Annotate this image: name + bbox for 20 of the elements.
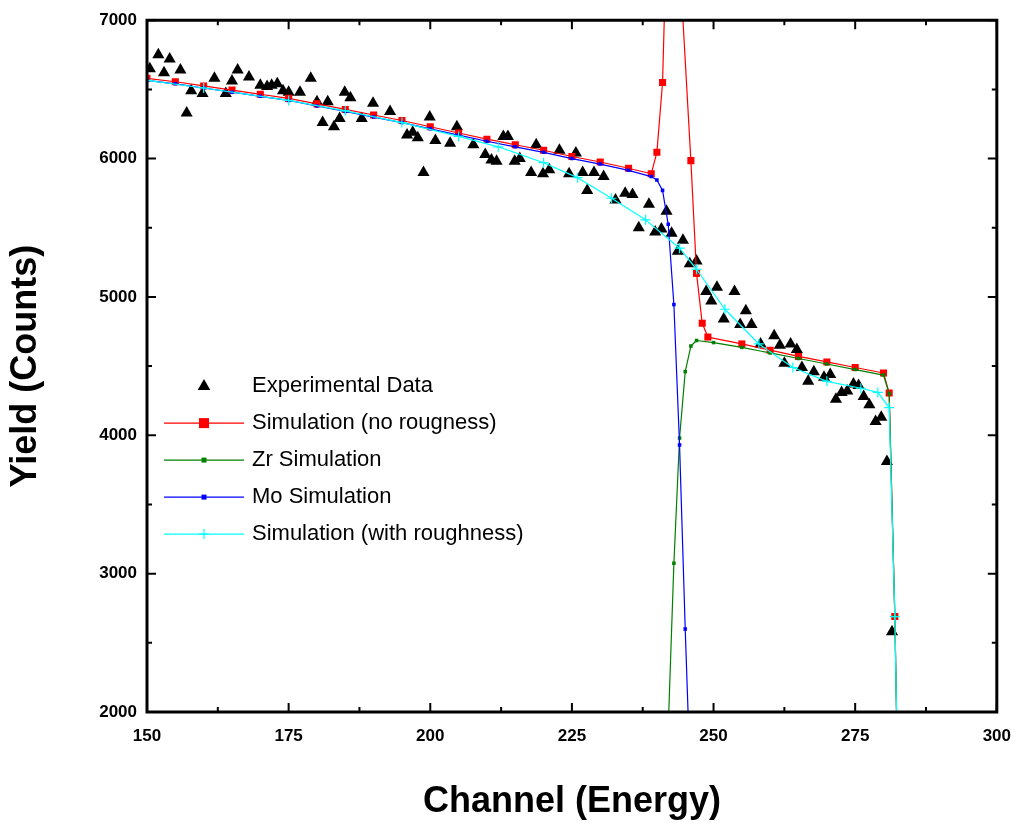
x-tick-label: 250 <box>699 725 728 745</box>
y-tick-label: 5000 <box>99 286 137 306</box>
y-axis-title: Yield (Counts) <box>2 244 44 488</box>
legend-label: Zr Simulation <box>252 446 382 472</box>
y-tick-label: 7000 <box>99 9 137 29</box>
y-tick-label: 2000 <box>99 701 137 721</box>
x-tick-label: 300 <box>982 725 1012 745</box>
x-tick-label: 200 <box>416 725 445 745</box>
y-tick-label: 4000 <box>99 424 137 444</box>
legend-label: Simulation (with roughness) <box>252 520 524 546</box>
x-tick-label: 150 <box>132 725 162 745</box>
y-tick-label: 6000 <box>99 148 137 168</box>
x-tick-label: 175 <box>274 725 303 745</box>
x-tick-label: 275 <box>840 725 870 745</box>
legend-label: Simulation (no rougness) <box>252 409 497 435</box>
legend-label: Mo Simulation <box>252 483 392 509</box>
x-tick-label: 225 <box>557 725 587 745</box>
legend-label: Experimental Data <box>252 372 434 398</box>
y-tick-label: 3000 <box>99 563 137 583</box>
x-axis-title: Channel (Energy) <box>422 779 721 821</box>
